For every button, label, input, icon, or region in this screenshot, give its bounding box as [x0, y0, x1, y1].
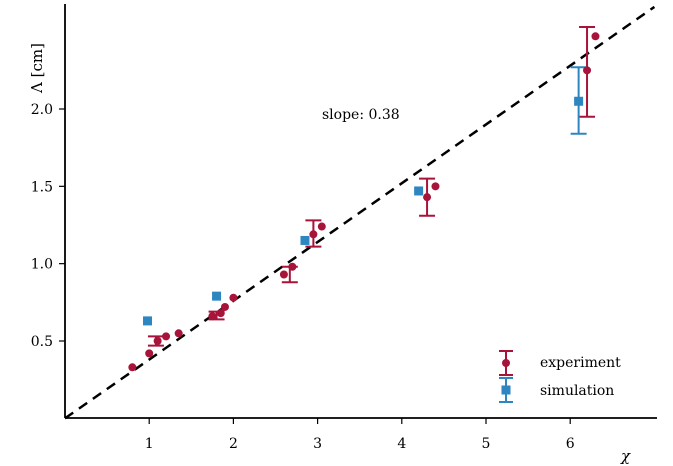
experiment-point — [279, 270, 288, 279]
legend-circle-marker — [502, 359, 510, 367]
y-tick-label: 0.5 — [31, 334, 53, 350]
simulation-point — [212, 291, 222, 301]
experiment-point — [128, 363, 137, 372]
experiment-point — [162, 332, 171, 341]
experiment-point — [591, 32, 600, 41]
legend-simulation-label: simulation — [540, 383, 614, 399]
axes-layer: 1 2 3 4 5 6 0.5 1.0 1.5 2.0 — [31, 4, 657, 452]
experiment-point — [220, 302, 229, 311]
slope-annotation: slope: 0.38 — [322, 107, 400, 123]
experiment-point — [309, 230, 318, 239]
x-tick-label: 4 — [397, 436, 406, 452]
experiment-point — [174, 329, 183, 338]
simulation-point — [143, 316, 153, 326]
x-tick-label: 3 — [313, 436, 322, 452]
experiment-point — [423, 193, 432, 202]
x-tick-label: 6 — [566, 436, 575, 452]
fit-line — [64, 5, 656, 420]
experiment-point — [288, 262, 297, 271]
y-tick-label: 1.5 — [31, 179, 53, 195]
simulation-point — [300, 235, 310, 245]
legend-simulation-marker — [499, 377, 513, 403]
fit-line-layer — [64, 5, 656, 420]
experiment-point — [229, 293, 238, 302]
y-tick-label: 1.0 — [31, 257, 53, 273]
simulation-point — [414, 186, 424, 196]
y-axis-label: Λ [cm] — [28, 43, 46, 94]
experiment-point — [145, 349, 154, 358]
data-point-layer — [128, 32, 600, 372]
x-tick-label: 5 — [482, 436, 491, 452]
x-tick-label: 2 — [229, 436, 238, 452]
experiment-point — [208, 312, 217, 321]
x-tick-label: 1 — [145, 436, 154, 452]
experiment-point — [431, 182, 440, 191]
legend-experiment-label: experiment — [540, 355, 621, 371]
experiment-point — [317, 222, 326, 231]
experiment-point — [216, 309, 225, 318]
legend-square-marker — [501, 385, 511, 395]
experiment-point — [583, 66, 592, 75]
legend: experiment simulation — [499, 350, 621, 403]
y-tick-label: 2.0 — [31, 102, 53, 118]
simulation-point — [574, 96, 584, 106]
legend-experiment-marker — [499, 350, 513, 376]
experiment-point — [153, 337, 162, 345]
x-axis-label: χ — [620, 447, 631, 465]
